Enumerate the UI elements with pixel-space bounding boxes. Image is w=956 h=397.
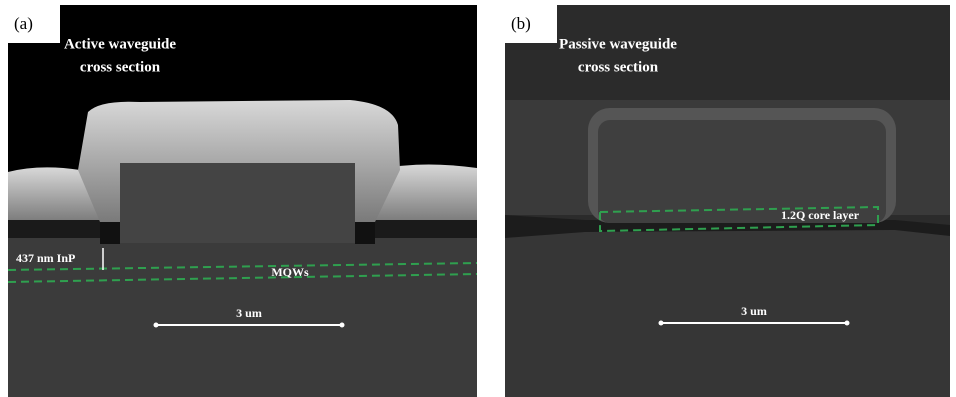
panel-title: cross section [578, 59, 659, 75]
scale-bar-end [659, 321, 664, 326]
scale-bar-end [845, 321, 850, 326]
layer-label: MQWs [271, 265, 309, 279]
ridge-core [120, 163, 355, 243]
panel-title: cross section [80, 59, 161, 75]
panel-b: 1.2Q core layer 3 um Passive waveguide c… [505, 5, 950, 397]
substrate [505, 228, 950, 397]
scale-label: 3 um [741, 304, 767, 318]
scale-bar-end [340, 323, 345, 328]
panel-label: (a) [14, 14, 33, 33]
figure: 437 nm InP MQWs 3 um Active waveguide cr… [0, 0, 956, 397]
layer-label: 1.2Q core layer [781, 208, 860, 222]
panel-title: Passive waveguide [559, 36, 677, 52]
panel-label: (b) [511, 14, 531, 33]
scale-bar-end [154, 323, 159, 328]
thickness-label: 437 nm InP [16, 251, 75, 265]
shadow [100, 222, 120, 244]
shadow [355, 222, 375, 244]
scale-label: 3 um [236, 306, 262, 320]
panel-a: 437 nm InP MQWs 3 um Active waveguide cr… [8, 5, 477, 397]
panel-title: Active waveguide [64, 36, 176, 52]
